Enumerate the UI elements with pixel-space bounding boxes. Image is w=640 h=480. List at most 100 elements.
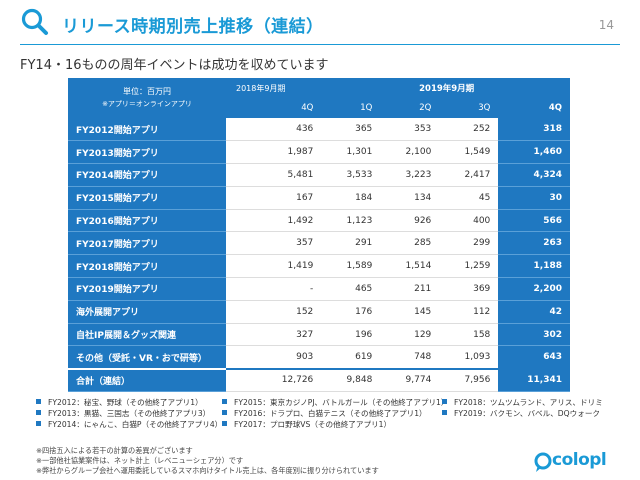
value-cell: 2,100 bbox=[380, 140, 440, 165]
value-cell: 299 bbox=[439, 231, 499, 256]
period-2019-header: 2019年9月期 bbox=[321, 78, 570, 98]
slide-subtitle: FY14・16ものの周年イベントは成功を収めています bbox=[20, 58, 329, 73]
value-cell: 302 bbox=[498, 323, 570, 347]
unit-header: 単位：百万円 ※アプリ＝オンラインアプリ bbox=[68, 78, 226, 118]
quarter-header-current: 4Q bbox=[498, 98, 570, 118]
legend-bullet-icon bbox=[222, 410, 227, 415]
row-label: FY2013開始アプリ bbox=[68, 140, 226, 165]
logo-mark-icon bbox=[534, 452, 552, 472]
value-cell: 134 bbox=[380, 186, 440, 210]
value-cell: 1,460 bbox=[498, 140, 570, 165]
value-cell: 1,589 bbox=[321, 254, 381, 279]
value-cell: 7,956 bbox=[439, 367, 499, 393]
value-cell: 42 bbox=[498, 300, 570, 324]
table-row: FY2018開始アプリ 1,419 1,589 1,514 1,259 1,188 bbox=[68, 254, 570, 279]
quarter-header: 1Q bbox=[321, 98, 381, 118]
value-cell: 1,419 bbox=[226, 254, 322, 279]
value-cell: 196 bbox=[321, 323, 381, 347]
row-label: FY2016開始アプリ bbox=[68, 209, 226, 233]
value-cell: - bbox=[226, 277, 322, 301]
value-cell: 285 bbox=[380, 231, 440, 256]
value-cell: 327 bbox=[226, 323, 322, 347]
value-cell: 45 bbox=[439, 186, 499, 210]
value-cell: 2,417 bbox=[439, 163, 499, 187]
table-row: その他（受託・VR・おで研等） 903 619 748 1,093 643 bbox=[68, 345, 570, 370]
legend-item: FY2016：ドラプロ、白猫テニス（その他終了アプリ1） bbox=[222, 408, 448, 419]
value-cell: 365 bbox=[321, 118, 381, 142]
unit-note: ※アプリ＝オンラインアプリ bbox=[102, 100, 192, 108]
value-cell: 3,223 bbox=[380, 163, 440, 187]
value-cell: 1,549 bbox=[439, 140, 499, 165]
page-number: 14 bbox=[598, 18, 614, 32]
total-row: 合計（連結） 12,726 9,848 9,774 7,956 11,341 bbox=[68, 367, 570, 393]
legend-item: FY2012：秘宝、野球（その他終了アプリ1） bbox=[36, 397, 222, 408]
search-icon bbox=[21, 8, 48, 35]
legend-bullet-icon bbox=[36, 410, 41, 415]
period-2018-header: 2018年9月期 bbox=[226, 78, 322, 98]
row-label: FY2014開始アプリ bbox=[68, 163, 226, 187]
legend-item: FY2013：黒猫、三国志（その他終了アプリ3） bbox=[36, 408, 222, 419]
slide-header: リリース時期別売上推移（連結） 14 bbox=[0, 0, 640, 48]
legend-item: FY2015：東京カジノPJ、バトルガール（その他終了アプリ1） bbox=[222, 397, 448, 408]
value-cell: 369 bbox=[439, 277, 499, 301]
value-cell: 145 bbox=[380, 300, 440, 324]
row-label: FY2012開始アプリ bbox=[68, 118, 226, 142]
logo-text: colopl bbox=[552, 450, 607, 470]
value-cell: 176 bbox=[321, 300, 381, 324]
quarter-header: 2Q bbox=[380, 98, 440, 118]
value-cell: 1,492 bbox=[226, 209, 322, 233]
legend-item: FY2019：バクモン、バベル、DQウォーク bbox=[442, 408, 603, 419]
value-cell: 152 bbox=[226, 300, 322, 324]
value-cell: 400 bbox=[439, 209, 499, 233]
value-cell: 184 bbox=[321, 186, 381, 210]
row-label: 合計（連結） bbox=[68, 367, 226, 393]
value-cell: 9,848 bbox=[321, 367, 381, 393]
legend-bullet-icon bbox=[222, 421, 227, 426]
table-row: 自社IP展開＆グッズ関連 327 196 129 158 302 bbox=[68, 323, 570, 347]
row-label: 海外展開アプリ bbox=[68, 300, 226, 324]
value-cell: 12,726 bbox=[226, 367, 322, 393]
value-cell: 211 bbox=[380, 277, 440, 301]
legend-bullet-icon bbox=[222, 399, 227, 404]
value-cell: 158 bbox=[439, 323, 499, 347]
unit-label: 単位：百万円 bbox=[123, 87, 171, 96]
value-cell: 1,301 bbox=[321, 140, 381, 165]
footnotes: ※四捨五入による若干の計算の差異がございます ※一部他社協業案件は、ネット計上（… bbox=[36, 446, 379, 476]
footnote: ※四捨五入による若干の計算の差異がございます bbox=[36, 446, 193, 455]
colopl-logo: colopl bbox=[534, 450, 624, 474]
value-cell: 1,514 bbox=[380, 254, 440, 279]
value-cell: 11,341 bbox=[498, 367, 570, 393]
value-cell: 252 bbox=[439, 118, 499, 142]
value-cell: 926 bbox=[380, 209, 440, 233]
legend-bullet-icon bbox=[442, 410, 447, 415]
table-row: 海外展開アプリ 152 176 145 112 42 bbox=[68, 300, 570, 324]
table-row: FY2015開始アプリ 167 184 134 45 30 bbox=[68, 186, 570, 210]
value-cell: 465 bbox=[321, 277, 381, 301]
value-cell: 436 bbox=[226, 118, 322, 142]
table-row: FY2014開始アプリ 5,481 3,533 3,223 2,417 4,324 bbox=[68, 163, 570, 187]
legend-column-2: FY2015：東京カジノPJ、バトルガール（その他終了アプリ1） FY2016：… bbox=[222, 397, 448, 430]
value-cell: 643 bbox=[498, 345, 570, 370]
value-cell: 4,324 bbox=[498, 163, 570, 187]
value-cell: 129 bbox=[380, 323, 440, 347]
value-cell: 291 bbox=[321, 231, 381, 256]
footnote: ※弊社からグループ会社へ運用委託しているスマホ向けタイトル売上は、各年度別に振り… bbox=[36, 466, 379, 475]
value-cell: 5,481 bbox=[226, 163, 322, 187]
value-cell: 353 bbox=[380, 118, 440, 142]
value-cell: 748 bbox=[380, 345, 440, 370]
legend-bullet-icon bbox=[442, 399, 447, 404]
legend-item: FY2018：ツムツムランド、アリス、ドリミ bbox=[442, 397, 603, 408]
value-cell: 619 bbox=[321, 345, 381, 370]
row-label: FY2015開始アプリ bbox=[68, 186, 226, 210]
legend-item: FY2014：にゃんこ、白猫P（その他終了アプリ4） bbox=[36, 419, 222, 430]
table-row: FY2012開始アプリ 436 365 353 252 318 bbox=[68, 118, 570, 142]
table-row: FY2016開始アプリ 1,492 1,123 926 400 566 bbox=[68, 209, 570, 233]
value-cell: 263 bbox=[498, 231, 570, 256]
value-cell: 1,987 bbox=[226, 140, 322, 165]
value-cell: 903 bbox=[226, 345, 322, 370]
value-cell: 1,123 bbox=[321, 209, 381, 233]
value-cell: 318 bbox=[498, 118, 570, 142]
row-label: FY2017開始アプリ bbox=[68, 231, 226, 256]
value-cell: 1,093 bbox=[439, 345, 499, 370]
table-row: FY2019開始アプリ -465 211 369 2,200 bbox=[68, 277, 570, 301]
